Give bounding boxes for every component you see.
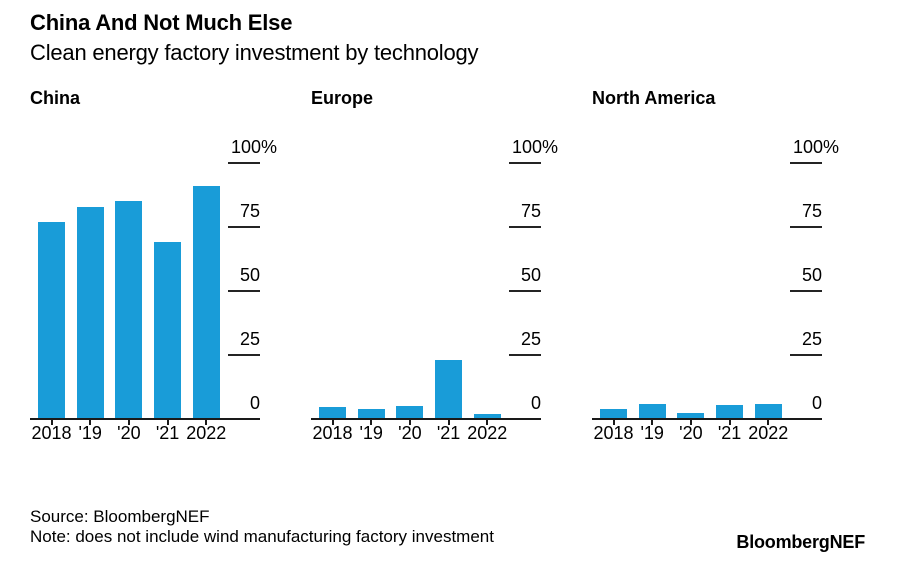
x-tick-mark xyxy=(689,420,692,425)
page-title: China And Not Much Else xyxy=(30,10,293,35)
bar-21 xyxy=(154,242,182,419)
x-tick-label: 2022 xyxy=(467,423,508,443)
x-tick-mark xyxy=(89,420,92,425)
x-axis-line xyxy=(592,418,822,420)
bar-19 xyxy=(76,206,104,419)
y-tick-line xyxy=(228,226,260,228)
x-tick-label: '20 xyxy=(117,423,141,443)
x-tick-label: '21 xyxy=(155,423,180,443)
y-tick-label: 50 xyxy=(520,265,541,285)
x-tick-label: '19 xyxy=(359,423,383,443)
y-tick-line xyxy=(509,162,541,164)
x-tick-label: '21 xyxy=(436,423,461,443)
bar-2022 xyxy=(754,403,782,419)
x-tick-mark xyxy=(612,420,615,425)
x-tick-mark xyxy=(767,420,770,425)
bar-19 xyxy=(357,408,385,419)
bar-21 xyxy=(716,404,744,419)
x-tick-mark xyxy=(651,420,654,425)
y-tick-label: 25 xyxy=(239,329,260,349)
chart-panel-china: China 100% 75 50 25 0 2018 '19 '20 '21 2022 xyxy=(30,0,290,568)
x-tick-label: 2018 xyxy=(593,423,634,443)
chart-panel-north-america: North America 100% 75 50 25 0 2018 '19 '20 '21 202… xyxy=(592,0,852,568)
x-tick-label: '19 xyxy=(78,423,102,443)
y-tick-line xyxy=(228,162,260,164)
x-tick-mark xyxy=(205,420,208,425)
y-tick-label: 0 xyxy=(811,393,822,413)
y-tick-line xyxy=(790,226,822,228)
panel-title: China xyxy=(30,88,81,108)
x-tick-mark xyxy=(447,420,450,425)
y-tick-label: 100% xyxy=(792,137,839,157)
y-tick-label: 25 xyxy=(520,329,541,349)
x-tick-mark xyxy=(50,420,53,425)
y-tick-label: 0 xyxy=(249,393,260,413)
x-tick-label: 2018 xyxy=(312,423,353,443)
y-tick-line xyxy=(509,354,541,356)
bloombergnef-logo: BloombergNEF xyxy=(736,532,865,552)
note-text: Note: does not include wind manufacturin… xyxy=(30,527,494,546)
x-axis-line xyxy=(30,418,260,420)
y-tick-label: 75 xyxy=(239,201,260,221)
x-tick-mark xyxy=(127,420,130,425)
source-text: Source: BloombergNEF xyxy=(30,507,210,526)
x-tick-label: '21 xyxy=(717,423,742,443)
y-tick-line xyxy=(509,226,541,228)
x-tick-label: '19 xyxy=(640,423,664,443)
bar-19 xyxy=(638,403,666,419)
bar-2022 xyxy=(192,186,220,419)
y-tick-label: 25 xyxy=(801,329,822,349)
x-tick-mark xyxy=(370,420,373,425)
page-subtitle: Clean energy factory investment by techn… xyxy=(30,40,479,65)
bar-20 xyxy=(396,406,424,419)
x-tick-label: 2022 xyxy=(748,423,789,443)
y-tick-line xyxy=(790,162,822,164)
bar-2018 xyxy=(600,408,627,419)
y-tick-label: 50 xyxy=(801,265,822,285)
panel-title: Europe xyxy=(311,88,374,108)
bar-20 xyxy=(115,201,143,419)
bar-20 xyxy=(677,412,705,419)
y-tick-line xyxy=(228,290,260,292)
x-tick-mark xyxy=(408,420,411,425)
y-tick-label: 75 xyxy=(520,201,541,221)
bar-2018 xyxy=(319,407,346,419)
y-tick-line xyxy=(509,290,541,292)
y-tick-label: 50 xyxy=(239,265,260,285)
y-tick-label: 0 xyxy=(530,393,541,413)
x-tick-mark xyxy=(728,420,731,425)
x-tick-label: '20 xyxy=(398,423,422,443)
bar-2022 xyxy=(473,413,501,419)
y-tick-line xyxy=(228,354,260,356)
x-tick-label: '20 xyxy=(679,423,703,443)
chart-panel-europe: Europe 100% 75 50 25 0 2018 '19 '20 '21 2022 xyxy=(311,0,571,568)
x-tick-label: 2022 xyxy=(186,423,227,443)
y-tick-label: 100% xyxy=(230,137,277,157)
y-tick-line xyxy=(790,290,822,292)
y-tick-label: 100% xyxy=(511,137,558,157)
bar-2018 xyxy=(38,221,65,419)
panel-title: North America xyxy=(592,88,716,108)
y-tick-label: 75 xyxy=(801,201,822,221)
x-tick-mark xyxy=(486,420,489,425)
bar-21 xyxy=(435,360,463,419)
x-axis-line xyxy=(311,418,541,420)
x-tick-mark xyxy=(331,420,334,425)
y-tick-line xyxy=(790,354,822,356)
x-tick-label: 2018 xyxy=(31,423,72,443)
x-tick-mark xyxy=(166,420,169,425)
